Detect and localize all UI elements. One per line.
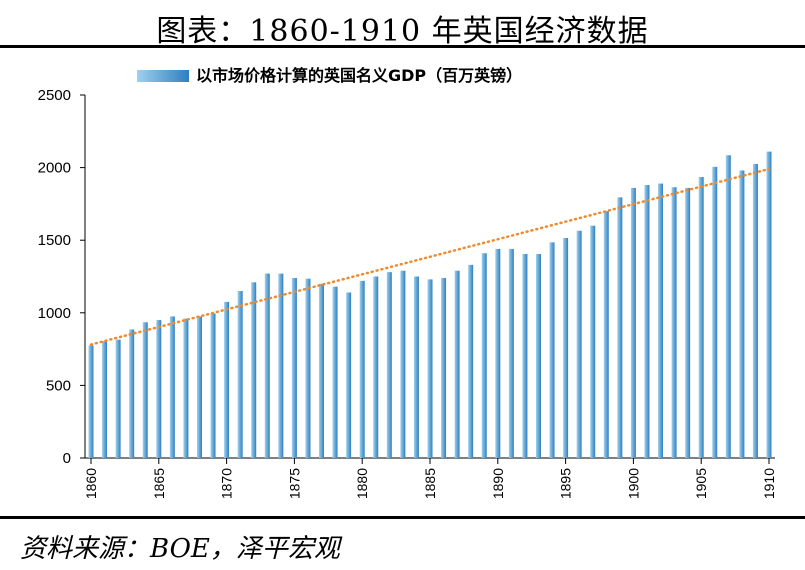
gdp-bar [590, 225, 596, 458]
gdp-bar [400, 270, 406, 458]
footer-divider [0, 516, 805, 519]
gdp-bar [427, 279, 433, 458]
gdp-bar [413, 276, 419, 458]
gdp-bar [698, 177, 704, 458]
gdp-bar [359, 280, 365, 458]
gdp-bar [183, 318, 189, 458]
gdp-bar [278, 273, 284, 458]
x-tick-label: 1865 [151, 468, 167, 499]
gdp-bar [88, 345, 94, 458]
gdp-bar [156, 320, 162, 458]
gdp-bar [319, 283, 325, 458]
gdp-bar [346, 292, 352, 458]
gdp-bar [210, 313, 216, 458]
gdp-bar [305, 278, 311, 458]
source-note: 资料来源：BOE，泽平宏观 [20, 534, 340, 564]
legend-label: 以市场价格计算的英国名义GDP（百万英镑） [196, 66, 522, 85]
x-tick-label: 1895 [558, 468, 574, 499]
trend-line [89, 167, 771, 346]
gdp-bar [142, 322, 148, 458]
gdp-bar [563, 238, 569, 458]
legend-swatch [137, 70, 189, 82]
x-tick-label: 1905 [693, 468, 709, 499]
gdp-bar [644, 185, 650, 459]
gdp-bar [725, 155, 731, 458]
gdp-bar-chart: 以市场价格计算的英国名义GDP（百万英镑） 0 500 1000 1500 2000 25… [38, 66, 777, 499]
gdp-bar [495, 248, 501, 458]
gdp-bar [264, 273, 270, 458]
gdp-bar [291, 277, 297, 458]
gdp-bar [576, 230, 582, 458]
x-tick-label: 1890 [490, 468, 506, 499]
gdp-bar [468, 264, 474, 458]
gdp-bar [739, 170, 745, 458]
gdp-bar [251, 282, 257, 458]
gdp-bar [766, 151, 772, 458]
gdp-bar [129, 329, 135, 458]
gdp-bar [508, 248, 514, 458]
gdp-bar [617, 197, 623, 458]
x-tick-label: 1910 [761, 468, 777, 499]
gdp-bar [658, 183, 664, 458]
y-tick-label: 500 [46, 377, 71, 394]
x-tick-label: 1900 [625, 468, 641, 499]
gdp-bar [630, 187, 636, 459]
gdp-bar [169, 316, 175, 458]
gdp-bar [373, 276, 379, 458]
gdp-bar [386, 272, 392, 458]
y-tick-label: 1500 [38, 232, 71, 249]
y-tick-label: 2000 [38, 160, 71, 177]
gdp-bar [115, 339, 121, 458]
gdp-bar [671, 187, 677, 458]
gdp-bar [196, 316, 202, 458]
gdp-bar [441, 277, 447, 458]
x-tick-label: 1875 [286, 468, 302, 499]
gdp-bar [102, 341, 108, 458]
gdp-bar [603, 211, 609, 458]
y-tick-label: 0 [63, 450, 71, 467]
gdp-bar [549, 242, 555, 458]
x-tick-label: 1880 [354, 468, 370, 499]
gdp-bar [454, 270, 460, 458]
gdp-bar [522, 253, 528, 458]
gdp-bar [237, 291, 243, 458]
gdp-bar [224, 301, 230, 458]
plot-area: 0 500 1000 1500 2000 2500 1860 1865 1870 1875 1880… [38, 87, 777, 499]
y-tick-label: 2500 [38, 87, 71, 104]
gdp-bar [481, 253, 487, 458]
gdp-bar [535, 253, 541, 458]
y-tick-label: 1000 [38, 305, 71, 322]
x-tick-label: 1860 [83, 468, 99, 499]
gdp-bar [712, 166, 718, 458]
x-tick-label: 1885 [422, 468, 438, 499]
gdp-bar [685, 187, 691, 459]
x-tick-label: 1870 [219, 468, 235, 499]
chart-legend: 以市场价格计算的英国名义GDP（百万英镑） [137, 66, 522, 85]
page-title: 图表：1860-1910 年英国经济数据 [156, 14, 649, 49]
title-divider [0, 45, 805, 48]
gdp-bar [752, 163, 758, 458]
gdp-bar [332, 286, 338, 458]
